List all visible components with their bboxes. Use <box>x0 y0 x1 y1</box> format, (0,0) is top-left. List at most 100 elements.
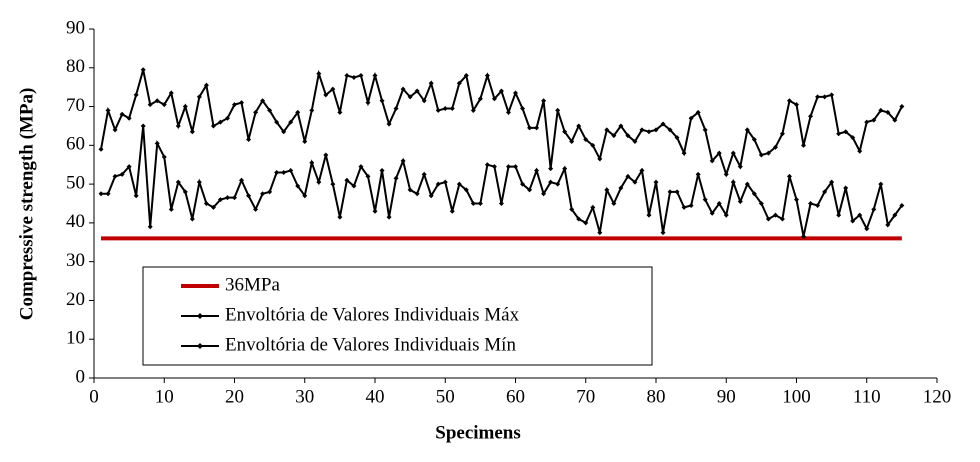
point-marker <box>147 102 153 108</box>
point-marker <box>281 169 287 175</box>
point-marker <box>267 107 273 113</box>
x-tick-label: 110 <box>853 386 881 407</box>
point-marker <box>639 127 645 133</box>
point-marker <box>730 179 736 185</box>
point-marker <box>604 187 610 193</box>
point-marker <box>695 109 701 115</box>
point-marker <box>435 107 441 113</box>
point-marker <box>892 117 898 123</box>
point-marker <box>794 197 799 203</box>
point-marker <box>175 179 181 185</box>
x-tick-label: 70 <box>576 386 595 407</box>
point-marker <box>576 123 582 129</box>
x-axis-title: Specimens <box>435 422 521 443</box>
x-tick-label: 90 <box>717 386 736 407</box>
point-marker <box>182 104 188 110</box>
x-tick-label: 0 <box>89 386 99 407</box>
point-marker <box>456 80 462 86</box>
point-marker <box>765 150 771 156</box>
y-tick-label: 60 <box>66 134 85 155</box>
point-marker <box>737 199 743 205</box>
point-marker <box>702 127 708 133</box>
point-marker <box>323 152 329 158</box>
point-marker <box>498 88 504 94</box>
point-marker <box>815 94 821 100</box>
point-marker <box>337 214 343 220</box>
point-marker <box>372 73 378 79</box>
point-marker <box>154 98 160 104</box>
point-marker <box>133 193 139 199</box>
point-marker <box>667 127 673 133</box>
point-marker <box>161 102 167 108</box>
legend-label: Envoltória de Valores Individuais Máx <box>225 304 520 325</box>
point-marker <box>871 117 877 123</box>
point-marker <box>435 181 441 187</box>
point-marker <box>274 169 280 175</box>
point-marker <box>491 96 497 102</box>
point-marker <box>302 193 308 199</box>
point-marker <box>548 166 554 172</box>
point-marker <box>815 202 821 208</box>
point-marker <box>309 160 315 166</box>
point-marker <box>477 201 483 206</box>
point-marker <box>695 171 701 177</box>
point-marker <box>309 107 315 113</box>
point-marker <box>239 177 245 183</box>
point-marker <box>611 133 617 139</box>
point-marker <box>203 82 209 88</box>
point-marker <box>414 88 420 94</box>
point-marker <box>885 109 891 115</box>
point-marker <box>702 197 708 203</box>
point-marker <box>660 121 666 127</box>
point-marker <box>217 197 223 203</box>
point-marker <box>541 98 547 104</box>
x-tick-label: 60 <box>506 386 525 407</box>
point-marker <box>140 123 146 129</box>
point-marker <box>168 90 174 96</box>
point-marker <box>421 98 427 104</box>
point-marker <box>189 216 195 222</box>
point-marker <box>667 189 673 195</box>
point-marker <box>358 73 364 79</box>
point-marker <box>520 105 526 111</box>
point-marker <box>513 164 518 170</box>
x-tick-label: 30 <box>295 386 314 407</box>
point-marker <box>892 212 898 218</box>
point-marker <box>295 109 301 115</box>
point-marker <box>871 206 877 212</box>
point-marker <box>765 216 771 222</box>
point-marker <box>864 119 870 125</box>
point-marker <box>534 125 540 131</box>
point-marker <box>119 111 125 117</box>
point-marker <box>105 107 111 113</box>
y-tick-label: 30 <box>66 250 85 271</box>
point-marker <box>295 183 301 189</box>
point-marker <box>618 123 624 129</box>
point-marker <box>210 123 216 129</box>
point-marker <box>379 168 385 174</box>
point-marker <box>604 127 610 133</box>
point-marker <box>597 230 603 236</box>
x-tick-label: 80 <box>647 386 666 407</box>
point-marker <box>491 164 497 170</box>
point-marker <box>393 175 399 181</box>
point-marker <box>618 185 624 191</box>
point-marker <box>505 164 511 170</box>
point-marker <box>681 204 687 210</box>
point-marker <box>330 86 336 92</box>
point-marker <box>646 129 652 135</box>
point-marker <box>850 135 856 141</box>
point-marker <box>133 92 139 98</box>
point-marker <box>224 195 230 201</box>
point-marker <box>365 100 371 106</box>
point-marker <box>513 90 518 96</box>
point-marker <box>112 173 118 179</box>
point-marker <box>541 191 547 197</box>
y-tick-label: 0 <box>76 366 86 387</box>
point-marker <box>484 162 490 168</box>
point-marker <box>716 150 722 156</box>
point-marker <box>555 107 561 113</box>
point-marker <box>316 71 322 77</box>
